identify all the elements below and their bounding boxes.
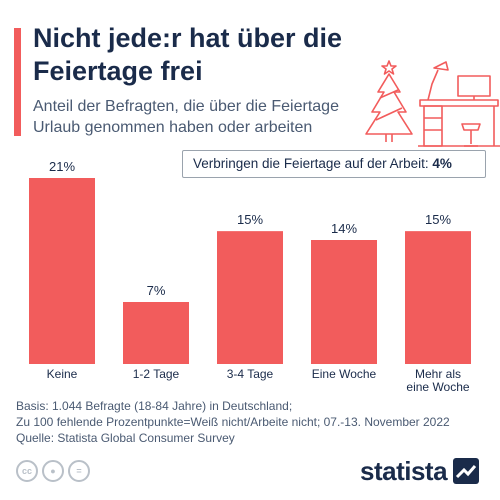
category-label-4-line1: eine Woche bbox=[406, 380, 469, 394]
title-accent-bar bbox=[14, 28, 21, 136]
statista-logo[interactable]: statista bbox=[360, 455, 480, 486]
bar-value-label-3: 14% bbox=[331, 221, 357, 236]
footer-basis-line2: Zu 100 fehlende Prozentpunkte=Weiß nicht… bbox=[16, 415, 450, 429]
page-title: Nicht jede:r hat über die Feiertage frei bbox=[33, 23, 343, 86]
equals-icon[interactable]: = bbox=[68, 460, 90, 482]
christmas-office-illustration bbox=[365, 60, 500, 147]
page-subtitle: Anteil der Befragten, die über die Feier… bbox=[33, 98, 339, 136]
license-icons: cc ● = bbox=[16, 460, 90, 486]
work-callout-box: Verbringen die Feiertage auf der Arbeit:… bbox=[182, 150, 486, 178]
bar-4 bbox=[405, 231, 471, 364]
desk-icon bbox=[419, 99, 499, 107]
bar-2 bbox=[217, 231, 283, 364]
bar-value-label-1: 7% bbox=[147, 283, 166, 298]
chair-icon bbox=[461, 123, 481, 131]
bar-1 bbox=[123, 302, 189, 364]
brand-name: statista bbox=[360, 455, 448, 486]
category-label-1: 1-2 Tage bbox=[133, 367, 180, 381]
bar-value-label-4: 15% bbox=[425, 212, 451, 227]
lamp-icon bbox=[427, 69, 439, 101]
callout-label: Verbringen die Feiertage auf der Arbeit: bbox=[193, 156, 429, 171]
category-label-2: 3-4 Tage bbox=[227, 367, 274, 381]
bar-value-label-0: 21% bbox=[49, 159, 75, 174]
footer-source: Quelle: Statista Global Consumer Survey bbox=[16, 431, 235, 445]
footer-notes: Basis: 1.044 Befragte (18-84 Jahre) in D… bbox=[16, 398, 496, 446]
category-label-3: Eine Woche bbox=[312, 367, 377, 381]
bar-value-label-2: 15% bbox=[237, 212, 263, 227]
bar-0 bbox=[29, 178, 95, 364]
cc-icon[interactable]: cc bbox=[16, 460, 38, 482]
star-icon bbox=[381, 60, 397, 75]
category-label-0: Keine bbox=[47, 367, 78, 381]
christmas-tree-icon bbox=[365, 73, 413, 135]
bar-chart: 21% Keine 7% 1-2 Tage 15% 3-4 Tage 14% Eine Woc… bbox=[29, 159, 471, 394]
statista-logo-icon bbox=[453, 458, 480, 484]
person-icon[interactable]: ● bbox=[42, 460, 64, 482]
callout-value: 4% bbox=[432, 156, 452, 171]
footer-basis-line1: Basis: 1.044 Befragte (18-84 Jahre) in D… bbox=[16, 399, 293, 413]
monitor-icon bbox=[457, 75, 491, 97]
category-label-4-line0: Mehr als bbox=[415, 367, 461, 381]
bar-3 bbox=[311, 240, 377, 364]
